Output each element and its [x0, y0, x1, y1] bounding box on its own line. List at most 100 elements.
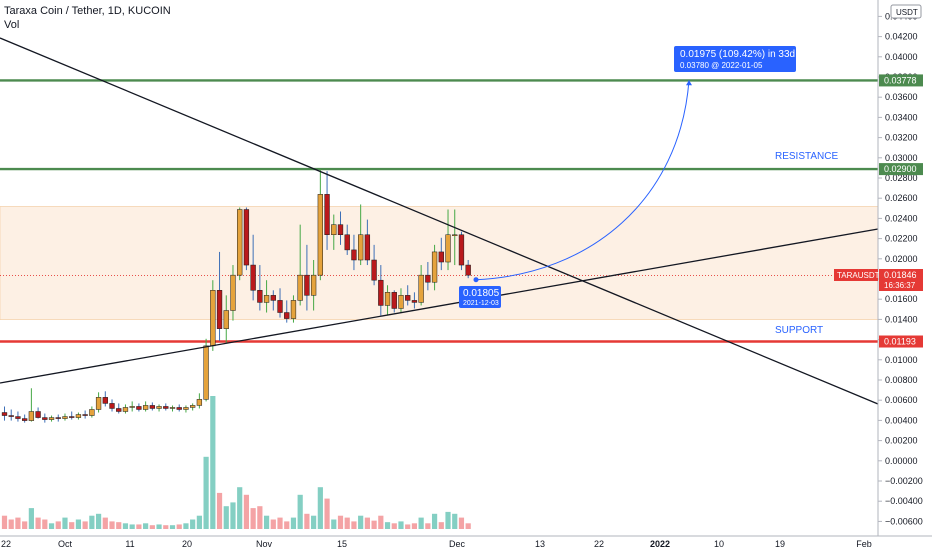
ascending-trendline[interactable] [0, 228, 879, 384]
candle-body [310, 274, 317, 296]
candle-body [48, 417, 55, 420]
volume-bar [203, 456, 209, 529]
volume-bar [304, 513, 310, 529]
volume-bar [190, 519, 196, 529]
current-price-countdown: 16:36:37 [884, 281, 916, 290]
candle-body [203, 345, 209, 400]
y-tick-label: 0.03200 [885, 133, 918, 143]
symbol-title: Taraxa Coin / Tether, 1D, KUCOIN [4, 5, 171, 17]
y-tick-label: −0.00600 [885, 516, 923, 526]
y-tick-label: 0.04000 [885, 52, 918, 62]
y-tick-label: 0.04200 [885, 32, 918, 42]
x-tick-label: Feb [856, 539, 872, 549]
volume-bar [62, 517, 68, 529]
candle-body [398, 295, 404, 309]
volume-bar [243, 494, 250, 529]
volume-bar [263, 515, 270, 529]
x-tick-label: 22 [1, 539, 11, 549]
y-tick-label: 0.03000 [885, 153, 918, 163]
candle-body [62, 416, 68, 419]
volume-bar [15, 517, 21, 529]
time-axis[interactable]: 22 Oct 11 20 Nov 15 Dec 13 22 2022 10 19 Feb [0, 535, 932, 549]
volume-bar [183, 523, 189, 529]
candle-body [42, 417, 48, 420]
volume-bar [277, 517, 283, 529]
candle-body [8, 415, 14, 417]
candle-body [438, 251, 444, 263]
candle-body [458, 234, 465, 266]
projection-label-bg [674, 46, 796, 72]
y-tick-label: 0.01400 [885, 314, 918, 324]
volume-bar [163, 525, 169, 529]
projection-main-text: 0.01975 (109.42%) in 33d [680, 49, 795, 60]
projection-arrowhead [686, 80, 692, 86]
volume-bar [411, 523, 418, 529]
candle-body [169, 407, 176, 409]
y-tick-label: 0.03400 [885, 112, 918, 122]
volume-bar [28, 508, 34, 529]
candle-body [297, 274, 303, 301]
x-tick-label: Nov [256, 539, 273, 549]
volume-bar [284, 521, 290, 529]
candle-body [405, 295, 411, 301]
projection-start-bg [459, 286, 501, 308]
candle-body [304, 274, 310, 296]
volume-bar [75, 519, 82, 529]
candle-body [1, 412, 8, 416]
candle-body [210, 290, 216, 347]
volume-layer [1, 396, 471, 529]
volume-bar [358, 515, 364, 529]
currency-button-bg[interactable] [890, 4, 922, 19]
candle-body [324, 194, 330, 236]
volume-bar [22, 521, 28, 529]
y-tick-label: 0.02000 [885, 254, 918, 264]
projection-start-date: 2021-12-03 [463, 300, 499, 307]
volume-bar [210, 396, 216, 529]
volume-bar [364, 517, 370, 529]
candle-body [445, 234, 451, 263]
y-tick-label: 0.01600 [885, 294, 918, 304]
symbol-tag-text: TARAUSDT [837, 271, 880, 280]
volume-bar [149, 525, 155, 529]
volume-bar [230, 502, 236, 529]
currency-button-label[interactable]: USDT [896, 8, 918, 17]
candle-body [136, 406, 142, 410]
volume-bar [344, 517, 350, 529]
volume-bar [337, 515, 344, 529]
candle-body [344, 234, 350, 251]
x-tick-label: 10 [714, 539, 724, 549]
x-tick-label: 11 [125, 539, 134, 549]
projection-layer [473, 80, 692, 283]
x-tick-label: 19 [775, 539, 785, 549]
candle-body [351, 249, 357, 261]
volume-bar [384, 522, 391, 529]
candle-body [196, 399, 203, 406]
volume-bar [418, 517, 424, 529]
volume-bar [371, 520, 377, 529]
volume-bar [196, 515, 202, 529]
volume-bar [317, 487, 323, 529]
candle-body [156, 406, 162, 409]
candle-body [75, 414, 82, 418]
trendlines-layer [0, 37, 879, 405]
price-tag-bg [879, 74, 923, 87]
candle-body [250, 264, 256, 291]
candle-body [237, 209, 243, 276]
volume-bar [1, 515, 8, 529]
candle-body [391, 292, 397, 309]
candle-body [230, 274, 236, 311]
candle-body [431, 251, 438, 283]
volume-bar [324, 498, 330, 529]
volume-bar [8, 519, 14, 529]
x-tick-label: 20 [182, 539, 192, 549]
candle-body [142, 405, 149, 410]
descending-trendline[interactable] [0, 37, 879, 405]
candle-body [290, 300, 297, 319]
candle-body [183, 407, 189, 410]
currency-button[interactable]: USDT [890, 4, 922, 19]
resistance-label: RESISTANCE [775, 151, 838, 162]
projection-start-value: 0.01805 [463, 288, 500, 299]
price-tag-bg [879, 163, 923, 176]
volume-bar [122, 523, 129, 529]
